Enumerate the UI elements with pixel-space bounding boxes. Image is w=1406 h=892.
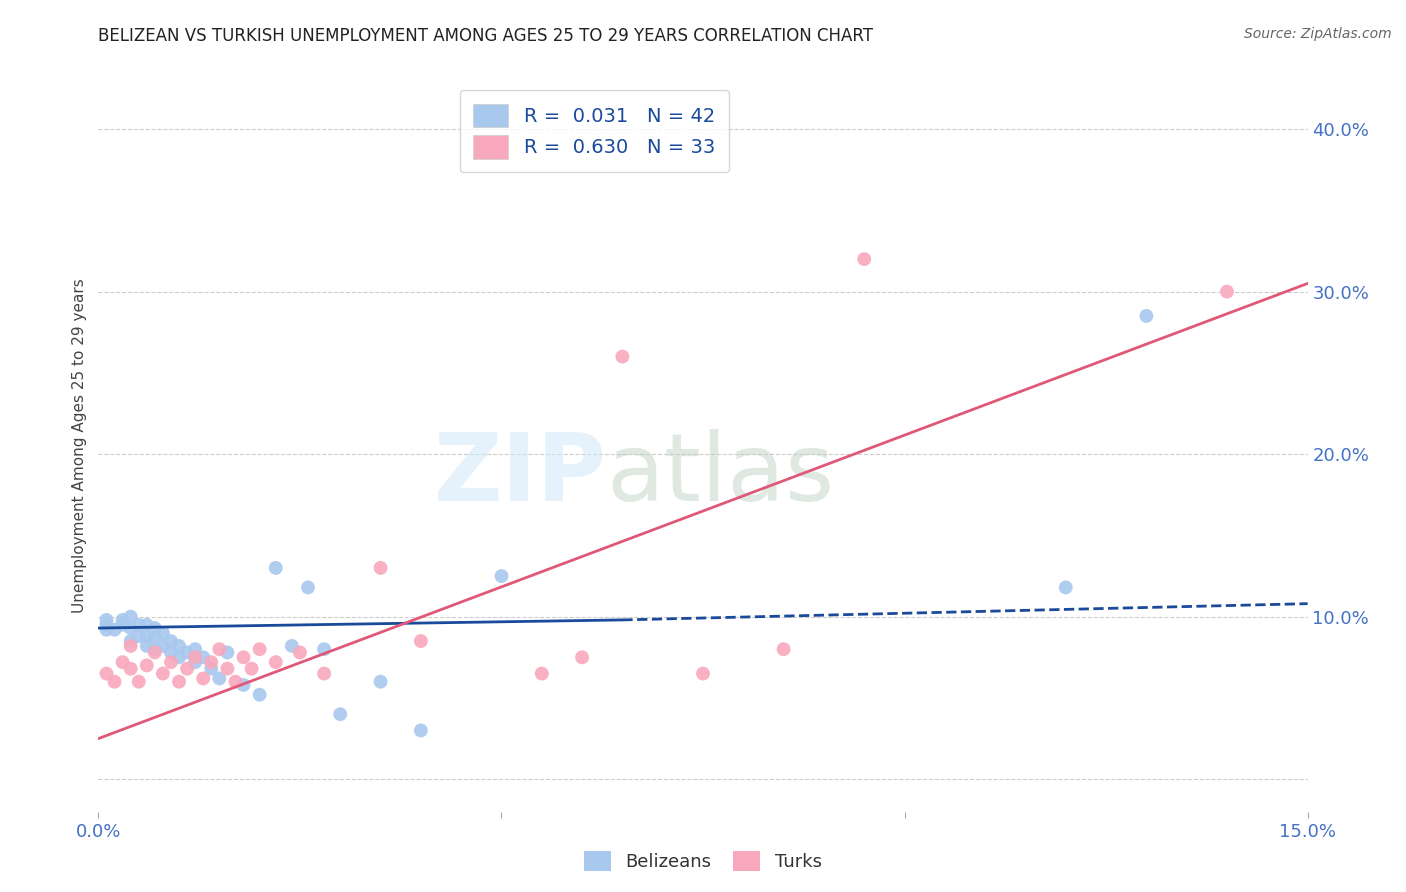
Point (96, 617, 118, 632)
Point (200, 662, 222, 676)
Point (1054, 581, 1077, 595)
Point (143, 645, 166, 659)
Point (571, 650, 593, 665)
Point (370, 561, 392, 575)
Point (612, 350, 634, 364)
Point (135, 639, 157, 653)
Point (160, 645, 183, 659)
Point (264, 655, 287, 669)
Point (184, 655, 207, 669)
Point (1135, 309, 1157, 323)
Point (772, 642, 794, 657)
Point (167, 639, 190, 653)
Point (152, 666, 174, 681)
Point (128, 674, 150, 689)
Point (193, 650, 215, 665)
Point (329, 707, 352, 722)
Point (176, 662, 198, 676)
Point (160, 634, 183, 648)
Point (128, 629, 150, 643)
Point (208, 672, 231, 686)
Point (1216, 285, 1239, 299)
Point (135, 629, 157, 643)
Point (103, 623, 125, 637)
Point (152, 639, 174, 653)
Point (120, 634, 142, 648)
Point (120, 639, 142, 653)
Point (200, 655, 222, 669)
Text: atlas: atlas (606, 429, 835, 521)
Point (152, 626, 174, 640)
Point (249, 688, 271, 702)
Y-axis label: Unemployment Among Ages 25 to 29 years: Unemployment Among Ages 25 to 29 years (72, 278, 87, 614)
Point (217, 645, 239, 659)
Point (184, 642, 207, 657)
Point (288, 645, 311, 659)
Point (143, 631, 166, 645)
Legend: R =  0.031   N = 42, R =  0.630   N = 33: R = 0.031 N = 42, R = 0.630 N = 33 (460, 90, 728, 172)
Point (128, 617, 150, 632)
Point (111, 617, 134, 632)
Point (103, 674, 125, 689)
Point (167, 674, 190, 689)
Point (249, 642, 271, 657)
Point (184, 650, 207, 665)
Point (120, 609, 142, 624)
Point (409, 723, 432, 738)
Point (232, 650, 254, 665)
Text: ZIP: ZIP (433, 429, 606, 521)
Point (160, 655, 183, 669)
Point (409, 634, 432, 648)
Point (264, 561, 287, 575)
Point (111, 655, 134, 669)
Point (120, 662, 142, 676)
Point (176, 645, 198, 659)
Text: BELIZEAN VS TURKISH UNEMPLOYMENT AMONG AGES 25 TO 29 YEARS CORRELATION CHART: BELIZEAN VS TURKISH UNEMPLOYMENT AMONG A… (98, 27, 873, 45)
Point (491, 569, 513, 583)
Point (281, 639, 304, 653)
Point (96, 666, 118, 681)
Point (240, 662, 263, 676)
Point (297, 581, 319, 595)
Point (314, 666, 336, 681)
Point (853, 252, 876, 266)
Text: Source: ZipAtlas.com: Source: ZipAtlas.com (1244, 27, 1392, 41)
Point (193, 672, 215, 686)
Point (167, 650, 190, 665)
Point (143, 642, 166, 657)
Point (96, 623, 118, 637)
Point (135, 658, 157, 673)
Point (120, 621, 142, 635)
Point (111, 613, 134, 627)
Point (96, 613, 118, 627)
Point (314, 642, 336, 657)
Point (208, 642, 231, 657)
Point (217, 662, 239, 676)
Point (232, 678, 254, 692)
Point (135, 617, 157, 632)
Point (530, 666, 553, 681)
Point (692, 666, 714, 681)
Legend: Belizeans, Turks: Belizeans, Turks (576, 844, 830, 879)
Point (143, 621, 166, 635)
Point (224, 674, 246, 689)
Point (370, 674, 392, 689)
